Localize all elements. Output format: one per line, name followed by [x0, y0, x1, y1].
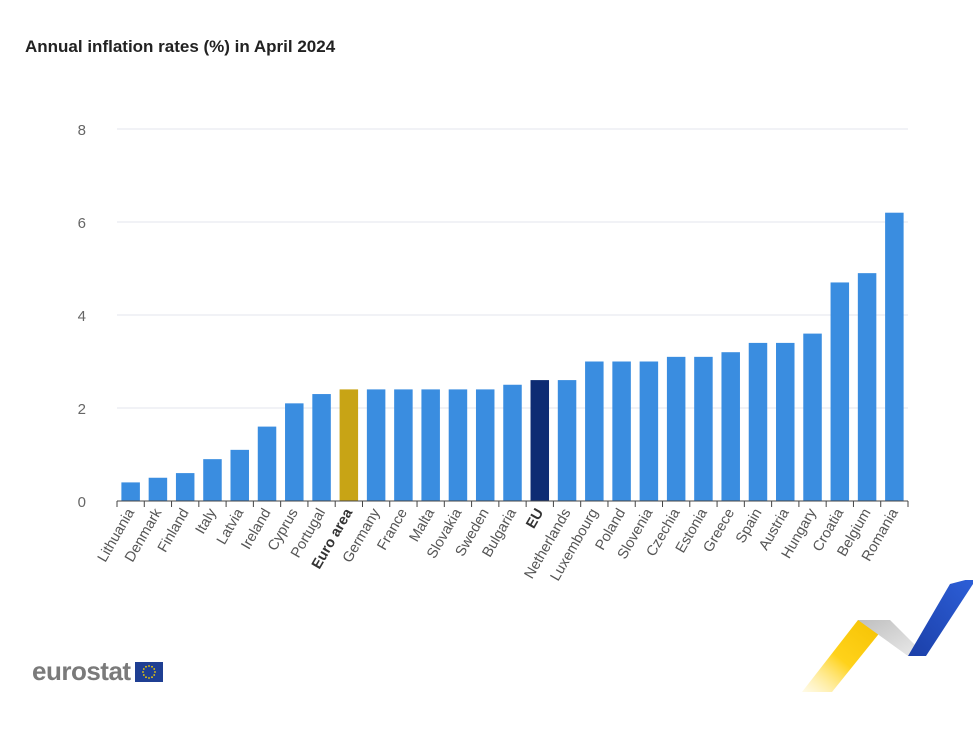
y-tick-label: 6 — [78, 215, 86, 232]
bar-belgium[interactable] — [857, 273, 877, 501]
bar-luxembourg[interactable] — [585, 361, 604, 502]
bar-bulgaria[interactable] — [503, 384, 522, 501]
bar-estonia[interactable] — [694, 356, 713, 501]
y-tick-label: 0 — [78, 494, 86, 511]
y-axis-tick-labels: 0 2 4 6 8 — [78, 122, 86, 511]
bar-austria[interactable] — [776, 342, 795, 501]
bar-eu[interactable] — [530, 380, 550, 501]
eu-flag-icon — [134, 661, 163, 682]
decorative-ribbon-graphic — [802, 580, 973, 692]
bar-latvia[interactable] — [230, 449, 249, 501]
y-tick-label: 2 — [78, 401, 86, 418]
bar-slovenia[interactable] — [639, 361, 659, 502]
bar-croatia[interactable] — [830, 282, 850, 501]
x-category-label: Italy — [193, 505, 221, 537]
bar-czechia[interactable] — [666, 356, 686, 501]
bars — [121, 212, 904, 502]
bar-slovakia[interactable] — [448, 389, 468, 501]
y-tick-label: 4 — [78, 308, 86, 325]
bar-romania[interactable] — [885, 212, 904, 501]
ribbon-yellow-segment — [802, 620, 890, 692]
bar-malta[interactable] — [421, 389, 440, 501]
bar-poland[interactable] — [612, 361, 631, 502]
bar-sweden[interactable] — [475, 389, 495, 501]
x-category-label: EU — [523, 506, 547, 531]
bar-denmark[interactable] — [148, 477, 168, 501]
bar-spain[interactable] — [748, 342, 768, 501]
bar-germany[interactable] — [366, 389, 386, 501]
chart-title: Annual inflation rates (%) in April 2024 — [25, 37, 336, 56]
bar-finland[interactable] — [175, 473, 195, 501]
bar-italy[interactable] — [203, 459, 222, 501]
bar-netherlands[interactable] — [557, 380, 577, 501]
bar-ireland[interactable] — [257, 426, 277, 501]
ribbon-blue-segment — [908, 580, 973, 656]
eurostat-logo: eurostat — [32, 656, 163, 687]
bar-greece[interactable] — [721, 352, 740, 501]
bar-france[interactable] — [394, 389, 413, 501]
bar-euro-area[interactable] — [339, 389, 359, 501]
ribbon-grey-segment — [858, 620, 926, 656]
bar-portugal[interactable] — [312, 394, 331, 501]
y-tick-label: 8 — [78, 122, 86, 139]
bar-hungary[interactable] — [803, 333, 822, 501]
bar-lithuania[interactable] — [121, 482, 140, 501]
bar-cyprus[interactable] — [285, 403, 304, 501]
x-axis — [116, 500, 909, 507]
logo-text: eurostat — [32, 656, 131, 686]
